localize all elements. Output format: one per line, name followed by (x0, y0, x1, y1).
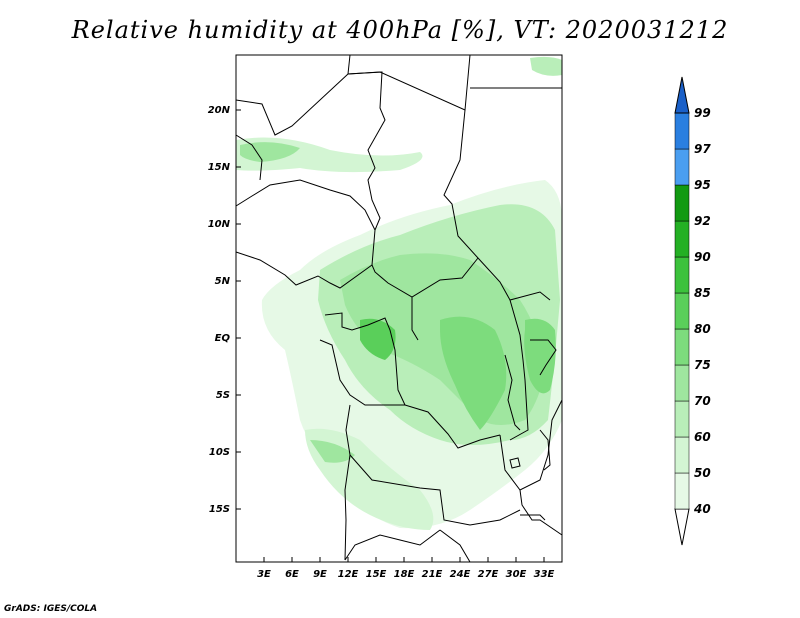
lon-tick-label: 24E (450, 569, 471, 580)
colorbar-label: 95 (694, 178, 711, 192)
colorbar-lower-arrow (674, 508, 690, 546)
colorbar-label: 60 (694, 430, 711, 444)
colorbar-segment (674, 364, 690, 402)
lat-tick-label: 20N (208, 105, 231, 116)
colorbar-segment (674, 472, 690, 510)
colorbar-segment (674, 400, 690, 438)
colorbar-segment (674, 184, 690, 222)
colorbar-label: 70 (694, 394, 711, 408)
lat-tick-label: 15N (208, 162, 231, 173)
colorbar-segment (674, 220, 690, 258)
colorbar-segment (674, 256, 690, 294)
lat-tick-label: 10S (209, 447, 230, 458)
lon-tick-label: 15E (366, 569, 387, 580)
colorbar-labels: 40 50 60 70 75 80 85 90 92 95 97 99 (693, 106, 711, 516)
colorbar-segment (674, 436, 690, 474)
colorbar-segment (674, 292, 690, 330)
lat-tick-label: 5N (215, 276, 231, 287)
colorbar-label: 92 (694, 214, 711, 228)
lon-tick-label: 18E (394, 569, 415, 580)
colorbar-label: 99 (694, 106, 711, 120)
lon-tick-label: 9E (313, 569, 327, 580)
credit-text: GrADS: IGES/COLA (4, 604, 98, 614)
latitude-axis: 20N 15N 10N 5N EQ 5S 10S 15S (208, 105, 241, 515)
colorbar-segment (674, 148, 690, 186)
country-borders (235, 54, 563, 563)
humidity-field (236, 56, 562, 530)
lat-tick-label: 10N (208, 219, 231, 230)
colorbar-segment (674, 112, 690, 150)
lon-tick-label: 33E (534, 569, 555, 580)
lon-tick-label: 21E (422, 569, 443, 580)
lat-tick-label: 15S (209, 504, 230, 515)
colorbar-label: 97 (694, 142, 711, 156)
colorbar-label: 40 (693, 502, 711, 516)
colorbar-segments (674, 76, 690, 546)
lon-tick-label: 3E (257, 569, 271, 580)
lat-tick-label: EQ (215, 333, 231, 344)
longitude-axis: 3E 6E 9E 12E 15E 18E 21E 24E 27E 30E 33E (257, 557, 555, 580)
chart-title: Relative humidity at 400hPa [%], VT: 202… (71, 16, 729, 44)
lon-tick-label: 12E (338, 569, 359, 580)
lat-tick-label: 5S (216, 390, 230, 401)
lon-tick-label: 27E (478, 569, 499, 580)
lon-tick-label: 30E (506, 569, 527, 580)
colorbar-upper-arrow (674, 76, 690, 114)
colorbar-label: 75 (694, 358, 711, 372)
colorbar-segment (674, 328, 690, 366)
map-frame (235, 54, 563, 563)
colorbar-label: 50 (694, 466, 711, 480)
lon-tick-label: 6E (285, 569, 299, 580)
colorbar-label: 80 (694, 322, 711, 336)
colorbar-label: 90 (694, 250, 711, 264)
colorbar-label: 85 (694, 286, 711, 300)
